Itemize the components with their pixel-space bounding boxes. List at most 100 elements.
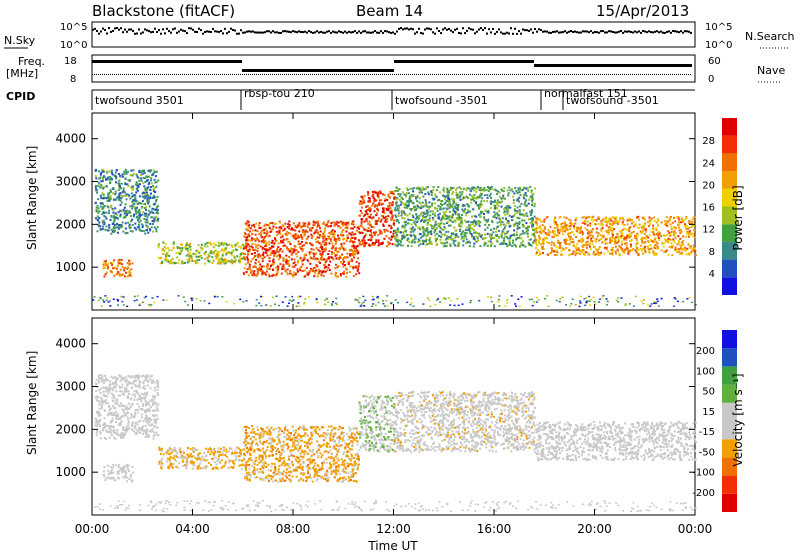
y-tick-label: 3000 bbox=[55, 175, 86, 189]
mode-label-1: twofsound 3501 bbox=[95, 94, 184, 107]
velocity-panel-frame bbox=[91, 317, 696, 516]
power-colorbar: 28 24 20 16 12 8 4 bbox=[702, 118, 737, 295]
nsky-trace bbox=[92, 27, 692, 35]
y-tick-label: 2000 bbox=[55, 217, 86, 231]
cpid-modes: twofsound 3501 rbsp-tou 210 twofsound -3… bbox=[91, 87, 659, 110]
colorbar-swatch bbox=[722, 439, 737, 458]
power-panel-frame bbox=[91, 112, 696, 311]
colorbar-swatch bbox=[722, 475, 737, 494]
mode-label-3: twofsound -3501 bbox=[395, 94, 488, 107]
colorbar-swatch bbox=[722, 348, 737, 367]
power-ylabel: Slant Range [km] bbox=[25, 146, 39, 250]
nsearch-tick-high: 10^5 bbox=[705, 22, 732, 33]
nave-label: Nave bbox=[757, 64, 785, 77]
y-tick-label: 2000 bbox=[55, 422, 86, 436]
x-tick-label: 20:00 bbox=[577, 522, 612, 536]
colorbar-tick-label: 200 bbox=[696, 346, 715, 357]
data-region bbox=[534, 420, 697, 462]
velocity-axes: 1000 2000 3000 4000 bbox=[55, 337, 695, 479]
y-tick-label: 4000 bbox=[55, 337, 86, 351]
mode-label-4: normalfast 151 bbox=[544, 87, 628, 100]
colorbar-swatch bbox=[722, 421, 737, 440]
data-region bbox=[158, 446, 245, 470]
colorbar-swatch bbox=[722, 493, 737, 512]
data-region bbox=[94, 168, 160, 235]
y-tick-label: 4000 bbox=[55, 132, 86, 146]
data-region bbox=[102, 463, 135, 483]
power-colorbar-label: Power [dB] bbox=[731, 185, 745, 250]
colorbar-tick-label: 20 bbox=[702, 180, 715, 191]
colorbar-swatch bbox=[722, 457, 737, 476]
nsearch-tick-low: 10^0 bbox=[705, 40, 732, 51]
colorbar-tick-label: -200 bbox=[692, 488, 715, 499]
colorbar-swatch bbox=[722, 118, 737, 136]
colorbar-tick-label: 24 bbox=[702, 158, 715, 169]
colorbar-tick-label: 12 bbox=[702, 225, 715, 236]
x-tick-label: 00:00 bbox=[75, 522, 110, 536]
nave-tick-low: 0 bbox=[708, 74, 714, 85]
x-axis-label: Time UT bbox=[367, 539, 418, 553]
near-range-band bbox=[94, 500, 697, 513]
colorbar-tick-label: 100 bbox=[696, 366, 715, 377]
colorbar-tick-label: 50 bbox=[702, 387, 715, 398]
data-region bbox=[102, 258, 134, 278]
colorbar-tick-label: 16 bbox=[702, 203, 715, 214]
data-region bbox=[94, 374, 160, 440]
data-region bbox=[393, 390, 536, 453]
colorbar-swatch bbox=[722, 241, 737, 260]
colorbar-tick-label: -100 bbox=[692, 468, 715, 479]
nsky-tick-high: 10^5 bbox=[60, 22, 87, 33]
near-range-band bbox=[92, 295, 697, 308]
velocity-colorbar: 200 100 50 15 -15 -50 -100 -200 bbox=[692, 330, 737, 512]
colorbar-swatch bbox=[722, 171, 737, 189]
colorbar-swatch bbox=[722, 153, 737, 172]
nsearch-label: N.Search bbox=[745, 30, 795, 43]
mode-label-5: twofsound -3501 bbox=[566, 94, 659, 107]
mode-label-2: rbsp-tou 210 bbox=[244, 87, 315, 100]
data-region bbox=[242, 220, 361, 278]
x-tick-label: 00:00 bbox=[678, 522, 713, 536]
freq-label-1: Freq. bbox=[18, 55, 45, 68]
y-tick-label: 1000 bbox=[55, 260, 86, 274]
x-tick-label: 08:00 bbox=[276, 522, 311, 536]
colorbar-tick-label: 15 bbox=[702, 407, 715, 418]
y-tick-label: 1000 bbox=[55, 465, 86, 479]
colorbar-tick-label: -15 bbox=[699, 427, 715, 438]
power-axes: 1000 2000 3000 4000 bbox=[55, 132, 695, 274]
nsky-label: N.Sky bbox=[4, 34, 36, 47]
colorbar-tick-label: 8 bbox=[709, 247, 715, 258]
x-tick-label: 12:00 bbox=[376, 522, 411, 536]
colorbar-swatch bbox=[722, 330, 737, 349]
freq-panel-frame bbox=[91, 54, 696, 83]
beam-title: Beam 14 bbox=[356, 2, 423, 20]
x-tick-label: 04:00 bbox=[175, 522, 210, 536]
y-tick-label: 3000 bbox=[55, 380, 86, 394]
freq-tick-low: 8 bbox=[70, 74, 76, 85]
freq-tick-high: 18 bbox=[64, 56, 77, 67]
colorbar-tick-label: 28 bbox=[702, 136, 715, 147]
nsky-panel-frame bbox=[91, 21, 696, 48]
colorbar-swatch bbox=[722, 259, 737, 278]
velocity-data bbox=[94, 374, 697, 513]
station-title: Blackstone (fitACF) bbox=[92, 2, 235, 20]
colorbar-swatch bbox=[722, 206, 737, 225]
colorbar-swatch bbox=[722, 135, 737, 154]
data-region bbox=[393, 185, 537, 248]
colorbar-tick-label: 4 bbox=[709, 269, 715, 280]
freq-label-2: [MHz] bbox=[6, 67, 38, 80]
colorbar-swatch bbox=[722, 402, 737, 421]
nsky-tick-low: 10^0 bbox=[60, 40, 87, 51]
data-region bbox=[358, 190, 396, 248]
velocity-colorbar-label: Velocity [m s⁻¹] bbox=[731, 373, 745, 466]
colorbar-swatch bbox=[722, 366, 737, 385]
date-title: 15/Apr/2013 bbox=[596, 2, 689, 20]
colorbar-swatch bbox=[722, 224, 737, 242]
colorbar-tick-label: -50 bbox=[699, 447, 715, 458]
colorbar-swatch bbox=[722, 188, 737, 207]
x-axis-ticks: 00:00 04:00 08:00 12:00 16:00 20:00 00:00 bbox=[75, 113, 713, 536]
cpid-label: CPID bbox=[6, 90, 35, 103]
nave-tick-high: 60 bbox=[708, 56, 721, 67]
x-tick-label: 16:00 bbox=[477, 522, 512, 536]
